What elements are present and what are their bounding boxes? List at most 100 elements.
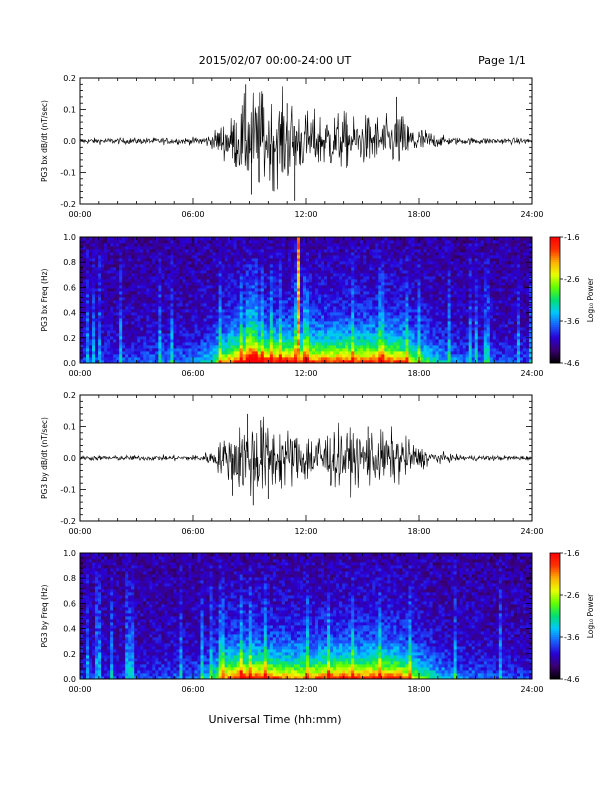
- spectrogram-cell: [194, 300, 198, 304]
- spectrogram-cell: [357, 324, 361, 328]
- spectrogram-cell: [312, 276, 316, 280]
- spectrogram-cell: [339, 285, 343, 289]
- spectrogram-cell: [254, 306, 259, 310]
- spectrogram-cell: [188, 306, 192, 310]
- spectrogram-cell: [357, 342, 361, 346]
- spectrogram-cell: [92, 324, 96, 328]
- spectrogram-cell: [95, 246, 99, 250]
- spectrogram-cell: [318, 333, 322, 337]
- spectrogram-cell: [179, 282, 183, 286]
- spectrogram-cell: [242, 294, 247, 298]
- spectrogram-cell: [179, 255, 183, 259]
- spectrogram-cell: [95, 270, 99, 274]
- spectrogram-cell: [339, 303, 343, 307]
- spectrogram-cell: [122, 318, 126, 322]
- spectrogram-cell: [197, 291, 201, 295]
- spectrogram-cell: [236, 321, 241, 325]
- spectrogram-cell: [203, 264, 207, 268]
- spectrogram-cell: [224, 306, 229, 310]
- spectrogram-cell: [306, 333, 310, 337]
- spectrogram-cell: [134, 276, 138, 280]
- spectrogram-cell: [95, 357, 99, 361]
- spectrogram-cell: [327, 312, 331, 316]
- spectrogram-cell: [80, 345, 84, 349]
- spectrogram-cell: [233, 246, 238, 250]
- spectrogram-cell: [143, 333, 147, 337]
- spectrogram-cell: [336, 285, 340, 289]
- spectrogram-cell: [318, 279, 322, 283]
- spectrogram-cell: [405, 339, 409, 343]
- spectrogram-cell: [260, 339, 265, 343]
- spectrogram-cell: [143, 330, 147, 334]
- spectrogram-cell: [176, 333, 180, 337]
- spectrogram-cell: [417, 336, 421, 340]
- spectrogram-cell: [351, 267, 355, 271]
- spectrogram-cell: [369, 348, 373, 352]
- spectrogram-cell: [260, 360, 265, 364]
- spectrogram-cell: [327, 309, 331, 313]
- spectrogram-cell: [116, 354, 120, 358]
- spectrogram-cell: [414, 252, 418, 256]
- spectrogram-cell: [149, 291, 153, 295]
- spectrogram-cell: [327, 324, 331, 328]
- spectrogram-cell: [170, 333, 174, 337]
- spectrogram-cell: [393, 333, 397, 337]
- spectrogram-cell: [224, 261, 229, 265]
- spectrogram-cell: [420, 312, 424, 316]
- spectrogram-cell: [227, 318, 232, 322]
- spectrogram-cell: [324, 255, 328, 259]
- spectrogram-cell: [155, 336, 159, 340]
- spectrogram-cell: [411, 237, 415, 241]
- spectrogram-cell: [83, 285, 87, 289]
- spectrogram-cell: [113, 327, 117, 331]
- spectrogram-cell: [194, 288, 198, 292]
- spectrogram-cell: [312, 264, 316, 268]
- spectrogram-cell: [426, 357, 430, 361]
- spectrogram-cell: [402, 282, 406, 286]
- spectrogram-cell: [357, 285, 361, 289]
- spectrogram-cell: [191, 330, 195, 334]
- spectrogram-cell: [266, 243, 271, 247]
- spectrogram-cell: [318, 255, 322, 259]
- spectrogram-cell: [143, 273, 147, 277]
- spectrogram-cell: [275, 267, 280, 271]
- spectrogram-cell: [296, 357, 301, 361]
- spectrogram-cell: [302, 297, 307, 301]
- spectrogram-cell: [152, 270, 156, 274]
- spectrogram-cell: [381, 252, 385, 256]
- spectrogram-cell: [212, 303, 216, 307]
- spectrogram-cell: [269, 300, 274, 304]
- spectrogram-cell: [281, 348, 286, 352]
- spectrogram-cell: [393, 276, 397, 280]
- spectrogram-cell: [200, 243, 204, 247]
- spectrogram-cell: [423, 309, 427, 313]
- spectrogram-cell: [200, 246, 204, 250]
- spectrogram-cell: [345, 345, 349, 349]
- spectrogram-cell: [381, 240, 385, 244]
- spectrogram-cell: [245, 360, 250, 364]
- spectrogram-cell: [137, 312, 141, 316]
- spectrogram-cell: [233, 360, 238, 364]
- spectrogram-cell: [86, 324, 90, 328]
- spectrogram-cell: [227, 348, 232, 352]
- spectrogram-cell: [327, 264, 331, 268]
- spectrogram-cell: [143, 312, 147, 316]
- spectrogram-cell: [134, 345, 138, 349]
- spectrogram-cell: [293, 324, 298, 328]
- spectrogram-cell: [185, 285, 189, 289]
- spectrogram-cell: [176, 270, 180, 274]
- spectrogram-cell: [167, 282, 171, 286]
- spectrogram-cell: [98, 273, 102, 277]
- spectrogram-cell: [360, 291, 364, 295]
- spectrogram-cell: [167, 318, 171, 322]
- spectrogram-cell: [354, 342, 358, 346]
- spectrogram-cell: [336, 321, 340, 325]
- spectrogram-cell: [360, 351, 364, 355]
- spectrogram-cell: [191, 297, 195, 301]
- spectrogram-cell: [197, 321, 201, 325]
- spectrogram-cell: [342, 336, 346, 340]
- spectrogram-cell: [209, 306, 213, 310]
- spectrogram-cell: [245, 348, 250, 352]
- spectrogram-cell: [188, 252, 192, 256]
- spectrogram-cell: [134, 291, 138, 295]
